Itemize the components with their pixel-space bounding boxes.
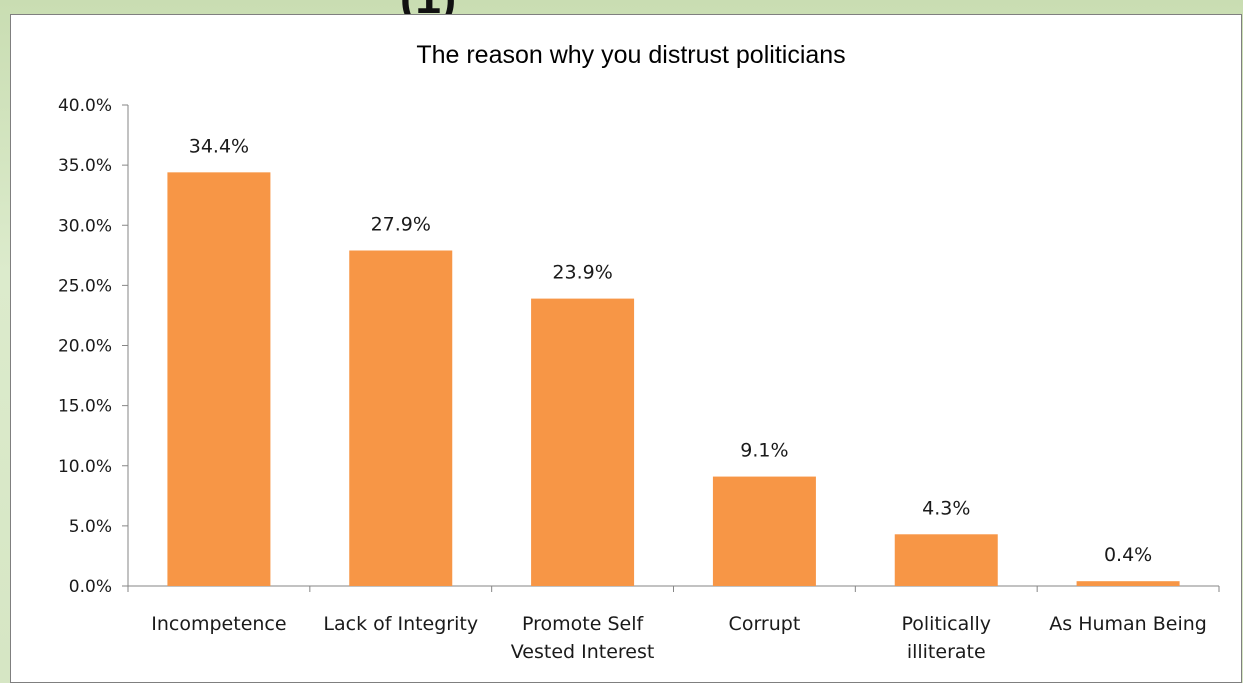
data-label: 27.9% — [371, 214, 431, 236]
y-tick-label: 40.0% — [58, 96, 112, 116]
x-category-label: Incompetence — [151, 613, 286, 635]
bars — [167, 172, 1180, 586]
bar — [349, 250, 453, 586]
x-category-label: Lack of Integrity — [323, 613, 478, 635]
y-axis: 0.0% 5.0% 10.0% 15.0% 20.0% 25.0% 30.0% 35.0% 40… — [58, 96, 129, 597]
x-category-label: Politically illiterate — [901, 613, 991, 663]
chart-panel: The reason why you distrust politicians … — [10, 14, 1242, 683]
y-tick-label: 15.0% — [58, 397, 112, 417]
y-tick-label: 10.0% — [58, 457, 112, 477]
bar — [1076, 581, 1180, 586]
data-label: 4.3% — [922, 497, 970, 519]
data-label: 34.4% — [189, 135, 249, 157]
data-label: 9.1% — [740, 440, 788, 462]
bar-chart: The reason why you distrust politicians … — [58, 41, 1220, 663]
bar — [894, 534, 998, 586]
bar — [167, 172, 271, 586]
bar — [531, 298, 635, 586]
x-category-label: Promote Self Vested Interest — [511, 613, 655, 663]
bar — [712, 476, 816, 586]
data-label: 23.9% — [552, 262, 612, 284]
y-tick-label: 30.0% — [58, 216, 112, 236]
x-category-label: Corrupt — [729, 613, 801, 635]
y-tick-label: 5.0% — [69, 517, 112, 537]
x-axis: Incompetence Lack of Integrity Promote Sel… — [127, 585, 1220, 663]
data-label: 0.4% — [1104, 544, 1152, 566]
y-tick-label: 20.0% — [58, 337, 112, 357]
y-tick-label: 0.0% — [69, 577, 112, 597]
y-tick-label: 25.0% — [58, 276, 112, 296]
y-tick-label: 35.0% — [58, 156, 112, 176]
x-category-label: As Human Being — [1049, 613, 1207, 635]
chart-title: The reason why you distrust politicians — [416, 41, 845, 69]
data-labels: 34.4% 27.9% 23.9% 9.1% 4.3% 0.4% — [189, 135, 1152, 566]
